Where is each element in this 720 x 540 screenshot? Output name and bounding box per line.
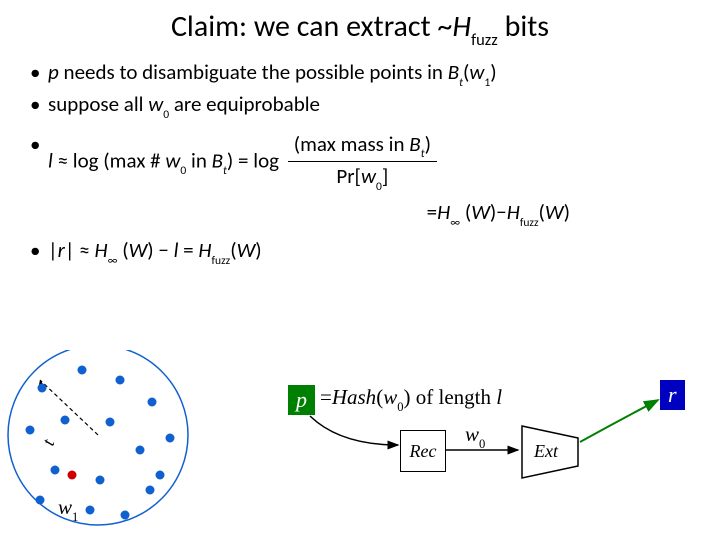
r-text: r [668,382,677,408]
b1-B: B [448,59,459,85]
b3-den-pre: Pr[ [336,163,361,189]
rec-text: Rec [410,441,437,462]
b4-W2: W [237,237,256,263]
bullet-dot: • [30,90,48,118]
bullet-4: • |r| ≈ H∞ (W) − l = Hfuzz(W) [30,236,690,268]
b3-B: B [212,147,223,173]
eq-close2: ) [564,199,570,225]
eq-W2: W [545,199,564,225]
b3-den-w: w [361,163,376,189]
b2-zero: 0 [163,108,169,122]
b4-open: ( [117,237,128,263]
b3-zero: 0 [180,164,186,178]
b1-p: p [48,59,59,85]
b4-W1: W [129,237,148,263]
title-sub: fuzz [471,30,498,50]
b3-fraction: (max mass in Bt) Pr[w0] [288,130,437,195]
b2-pre: suppose all [48,91,148,117]
b4-pre: | [48,237,58,263]
b3-num-B: B [409,131,420,157]
eq-open1: ( [460,199,471,225]
hash-zero: 0 [397,400,403,414]
bullet-1: • p needs to disambiguate the possible p… [30,58,690,90]
b1-close: ) [490,59,496,85]
b3-den-zero: 0 [376,180,382,194]
b3-den-close: ] [382,163,388,189]
eq-pre: = [427,199,437,225]
b3-approx: ≈ log (max # [53,147,166,173]
bullet-list: • p needs to disambiguate the possible p… [30,58,690,268]
hash-h: Hash [332,385,376,409]
b4-close: ) − [147,237,173,263]
b3-in: in [186,147,211,173]
b2-post: are equiprobable [169,91,320,117]
hash-close: ) of length [404,385,497,409]
bullet-dot: • [30,130,48,158]
hash-l: l [496,385,502,409]
b1-one: 1 [484,76,490,90]
eq-H2: H [507,199,520,225]
b4-H: H [95,237,108,263]
eq-close1: )− [490,199,507,225]
b3-w: w [165,147,180,173]
b4-r: r [58,237,65,263]
bullet-dot: • [30,58,48,86]
w0-label: w0 [465,422,485,450]
b1-mid: needs to disambiguate the possible point… [59,59,448,85]
b3-num-pre: (max mass in [294,131,409,157]
ext-box: Ext [520,424,580,480]
r-box: r [660,380,685,410]
title-pre: Claim: we can extract ~ [171,8,452,45]
ext-text: Ext [533,441,559,461]
b4-eq: = [178,237,198,263]
scatter-diagram [0,350,210,540]
b4-fuzz: fuzz [212,254,231,268]
slide-title: Claim: we can extract ~Hfuzz bits [30,8,690,48]
b4-H2: H [198,237,211,263]
rec-box: Rec [400,430,446,472]
p-box: p [288,385,315,415]
eq-fuzz: fuzz [520,216,539,230]
p-text: p [296,387,307,413]
b3-num-t: t [421,147,425,161]
bullet-dot: • [30,236,48,264]
bullet-3: • l ≈ log (max # w0 in Bt) = log (max ma… [30,130,690,195]
b3-t: t [223,164,227,178]
w1-one: 1 [72,510,78,524]
w0-w: w [465,422,479,446]
eq-H1: H [437,199,450,225]
b4-inf: ∞ [108,254,118,268]
eq-inf: ∞ [450,216,460,230]
w1-label: w1 [58,495,78,523]
title-post: bits [498,8,549,45]
hash-pre: = [320,385,332,409]
hash-w: w [383,385,397,409]
diagram-area: w1 t p =Hash(w0) of length l Rec w0 Ext … [0,350,720,540]
title-h: H [452,8,471,45]
b4-close2: ) [255,237,261,263]
b1-t: t [459,76,463,90]
b3-num-close: ) [425,131,431,157]
equation-line: =H∞ (W)−Hfuzz(W) [30,198,690,230]
w1-w: w [58,495,72,519]
b1-w: w [469,59,484,85]
eq-W1: W [471,199,490,225]
w0-zero: 0 [479,437,485,451]
hash-label: =Hash(w0) of length l [320,385,502,413]
b3-eqlog: ) = log [227,147,284,173]
b4-mid1: | ≈ [65,237,95,263]
bullet-2: • suppose all w0 are equiprobable [30,90,690,122]
b2-w: w [148,91,163,117]
